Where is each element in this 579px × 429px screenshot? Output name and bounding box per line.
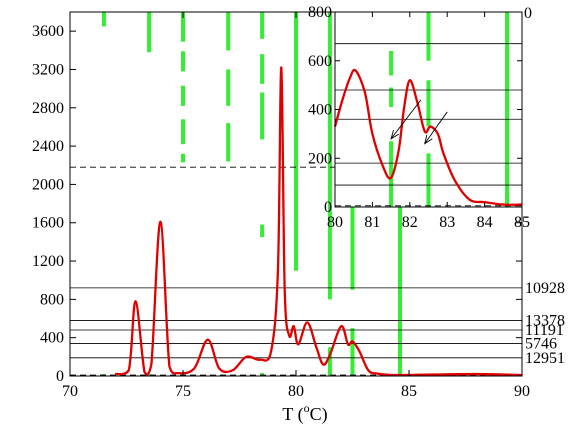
inset-x-tick-label-1: 81 bbox=[364, 214, 380, 231]
main-x-tick-label-4: 90 bbox=[514, 383, 530, 400]
main-hline-label-4: 12951 bbox=[525, 350, 565, 367]
main-y-tick-label-7: 2800 bbox=[32, 100, 64, 117]
inset-y-tick-label-2: 400 bbox=[308, 102, 332, 119]
main-hline-label-0: 10928 bbox=[525, 280, 565, 297]
main-x-tick-label-1: 75 bbox=[175, 383, 191, 400]
inset-arrow-head-0 bbox=[390, 129, 400, 140]
inset-x-tick-label-2: 82 bbox=[402, 214, 418, 231]
x-axis-title-pre: T ( bbox=[282, 404, 303, 425]
main-y-tick-label-0: 0 bbox=[56, 368, 64, 385]
main-y-tick-label-3: 1200 bbox=[32, 253, 64, 270]
inset-y-tick-label-3: 600 bbox=[308, 53, 332, 70]
inset-right-tick-label: 0 bbox=[524, 5, 532, 22]
main-hline-label-2: 11191 bbox=[525, 322, 564, 339]
x-axis-title: T (oC) bbox=[282, 401, 327, 425]
inset-plot: 80 81 82 83 84 85 0 200 400 600 800 0 bbox=[308, 4, 532, 231]
main-x-tick-label-2: 80 bbox=[288, 383, 304, 400]
inset-arrow-1 bbox=[424, 111, 448, 144]
inset-x-tick-label-0: 80 bbox=[327, 214, 343, 231]
x-axis-title-post: C) bbox=[310, 404, 328, 425]
inset-x-tick-label-4: 84 bbox=[477, 214, 493, 231]
main-y-tick-label-8: 3200 bbox=[32, 61, 64, 78]
inset-series-line-0 bbox=[333, 68, 523, 206]
inset-y-tick-label-4: 800 bbox=[308, 4, 332, 21]
inset-x-tick-label-3: 83 bbox=[439, 214, 455, 231]
main-y-tick-label-9: 3600 bbox=[32, 23, 64, 40]
main-series-line-0 bbox=[114, 66, 523, 377]
main-y-tick-label-1: 400 bbox=[40, 330, 64, 347]
main-y-tick-label-5: 2000 bbox=[32, 176, 64, 193]
main-x-tick-label-0: 70 bbox=[62, 383, 78, 400]
x-axis-title-sup: o bbox=[304, 401, 310, 415]
main-y-tick-label-6: 2400 bbox=[32, 138, 64, 155]
main-hline-label-3: 5746 bbox=[525, 335, 557, 352]
main-y-tick-label-2: 800 bbox=[40, 291, 64, 308]
inset-arrow-head-1 bbox=[424, 134, 433, 145]
inset-y-tick-label-1: 200 bbox=[308, 150, 332, 167]
inset-y-tick-label-0: 0 bbox=[324, 199, 332, 216]
main-hline-label-1: 13378 bbox=[525, 312, 565, 329]
main-x-tick-label-3: 85 bbox=[401, 383, 417, 400]
inset-x-tick-label-5: 85 bbox=[514, 214, 530, 231]
main-y-tick-label-4: 1600 bbox=[32, 215, 64, 232]
inset-arrow-0 bbox=[390, 99, 422, 140]
